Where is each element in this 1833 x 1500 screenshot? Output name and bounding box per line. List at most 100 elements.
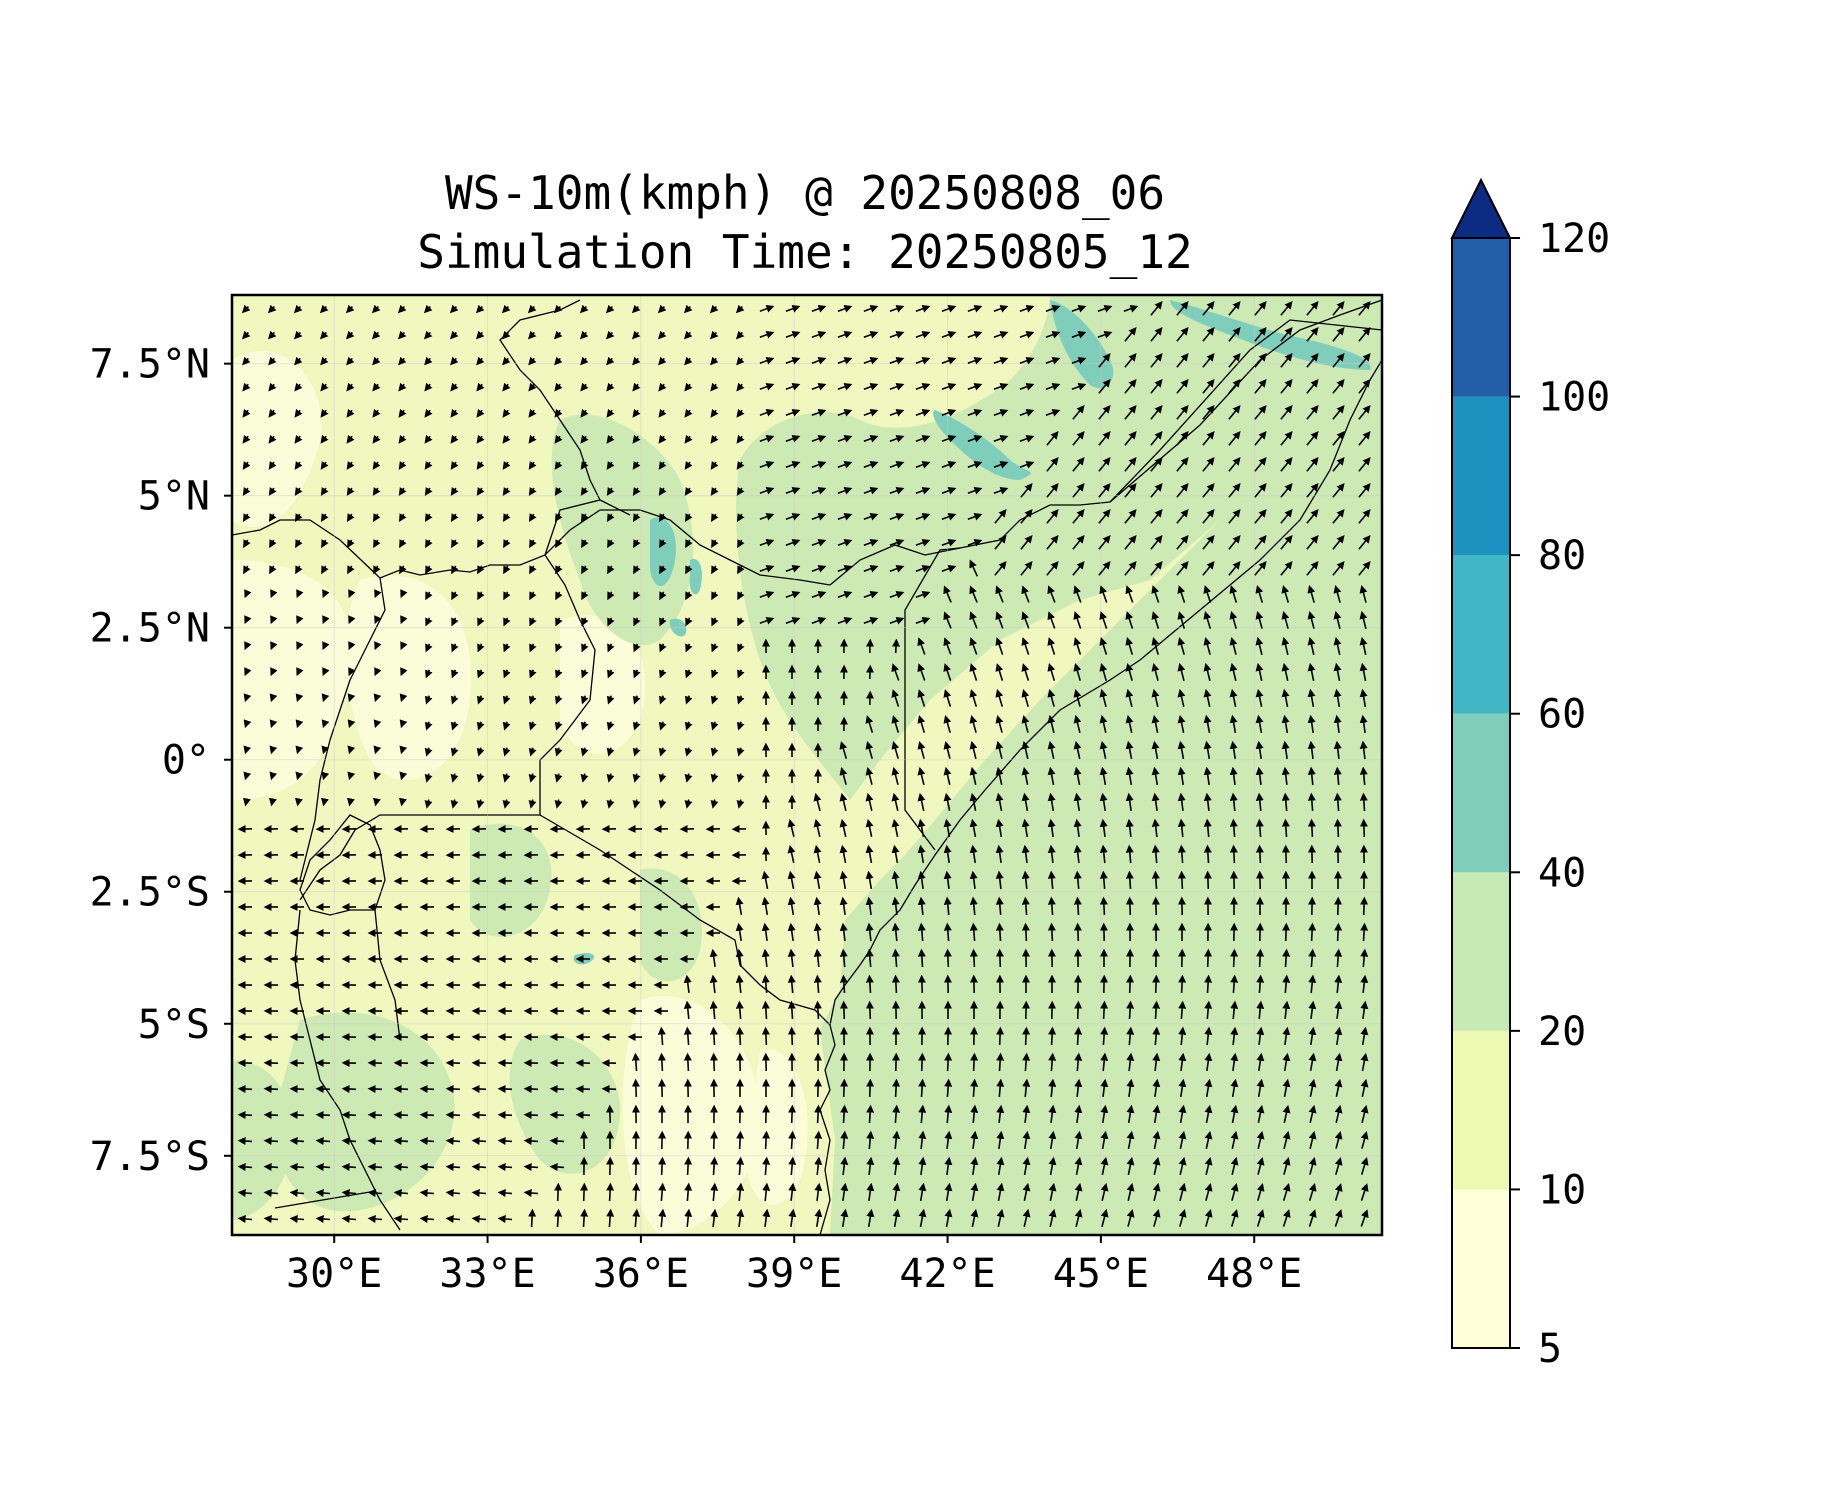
wind-arrow <box>269 719 278 729</box>
wind-arrow <box>967 330 983 339</box>
wind-arrow <box>788 1130 797 1150</box>
wind-arrow <box>367 1136 383 1145</box>
wind-arrow <box>1099 688 1108 707</box>
wind-arrow <box>941 564 957 573</box>
wind-arrow <box>865 792 874 811</box>
wind-arrow <box>424 799 433 809</box>
wind-arrow <box>710 695 719 705</box>
wind-arrow <box>1228 456 1241 472</box>
wind-arrow <box>658 487 667 496</box>
wind-arrow <box>1333 610 1342 629</box>
wind-arrow <box>398 487 407 496</box>
wind-arrow <box>1176 560 1189 576</box>
wind-arrow <box>943 663 952 681</box>
wind-arrow <box>1073 766 1082 786</box>
wind-arrow <box>503 565 511 575</box>
wind-arrow <box>1046 430 1059 446</box>
wind-arrow <box>785 382 801 391</box>
colorbar-segment <box>1452 1189 1510 1348</box>
wind-arrow <box>969 585 978 603</box>
wind-arrow <box>683 1052 692 1072</box>
wind-arrow <box>759 564 775 573</box>
wind-arrow <box>1099 896 1108 916</box>
colorbar-segment <box>1452 872 1510 1031</box>
wind-arrow <box>527 330 537 340</box>
wind-arrow <box>1177 740 1186 760</box>
wind-arrow <box>1047 792 1056 812</box>
wind-arrow <box>399 719 408 729</box>
wind-arrow <box>320 408 329 418</box>
wind-arrow <box>710 461 719 470</box>
wind-arrow <box>580 408 589 418</box>
wind-arrow <box>296 641 304 651</box>
wind-arrow <box>889 590 905 599</box>
wind-arrow <box>710 1130 719 1150</box>
wind-arrow <box>891 663 900 681</box>
wind-arrow <box>944 1052 953 1072</box>
wind-arrow <box>1307 766 1316 786</box>
wind-arrow <box>450 382 459 392</box>
wind-arrow <box>1046 508 1059 524</box>
wind-arrow <box>1151 766 1160 786</box>
wind-arrow <box>1254 456 1267 472</box>
wind-arrow <box>607 643 615 653</box>
wind-arrow <box>295 745 304 755</box>
wind-arrow <box>315 1162 331 1171</box>
wind-arrow <box>1280 326 1293 342</box>
x-axis-ticks: 30°E 33°E 36°E 39°E 42°E 45°E 48°E <box>286 1235 1302 1297</box>
wind-arrow <box>1073 611 1082 629</box>
wind-arrow <box>1332 560 1345 576</box>
wind-arrow <box>892 1078 901 1098</box>
wind-arrow <box>295 539 303 549</box>
wind-arrow <box>915 356 931 365</box>
wind-arrow <box>1307 714 1316 734</box>
wind-arrow <box>631 1078 640 1098</box>
wind-arrow <box>320 382 329 392</box>
wind-arrow <box>346 408 355 418</box>
wind-arrow <box>995 611 1004 629</box>
wind-arrow <box>1358 430 1371 446</box>
wind-arrow <box>1150 300 1163 316</box>
wind-arrow <box>839 792 848 811</box>
wind-arrow <box>943 818 952 838</box>
wind-arrow <box>1229 636 1238 655</box>
wind-arrow <box>1072 482 1085 498</box>
wind-arrow <box>419 1188 435 1197</box>
wind-arrow <box>969 663 978 681</box>
wind-arrow <box>1203 662 1212 681</box>
wind-arrow <box>839 974 848 994</box>
wind-arrow <box>632 721 641 731</box>
wind-arrow <box>863 590 879 599</box>
wind-arrow <box>1204 974 1213 994</box>
wind-arrow <box>1177 714 1186 733</box>
wind-arrow <box>1151 688 1160 707</box>
wind-arrow <box>863 330 879 339</box>
wind-arrow <box>445 1162 461 1171</box>
wind-arrow <box>994 560 1007 576</box>
wind-arrow <box>476 773 485 783</box>
wind-arrow <box>243 693 252 703</box>
wind-arrow <box>1071 330 1087 339</box>
wind-arrow <box>475 304 485 314</box>
wind-arrow <box>605 330 615 340</box>
wind-arrow <box>891 792 900 811</box>
wind-arrow <box>502 513 511 523</box>
wind-arrow <box>917 689 926 707</box>
wind-arrow <box>941 434 957 443</box>
wind-arrow <box>419 1136 435 1145</box>
wind-arrow <box>554 1182 563 1202</box>
wind-arrow <box>1047 585 1056 603</box>
wind-arrow <box>451 669 459 679</box>
wind-arrow <box>296 589 304 599</box>
wind-arrow <box>321 771 330 781</box>
wind-arrow <box>425 539 433 549</box>
wind-arrow <box>684 747 693 757</box>
wind-arrow <box>581 591 589 601</box>
wind-arrow <box>529 565 537 575</box>
wind-arrow <box>398 513 407 523</box>
wind-arrow <box>528 356 537 366</box>
wind-arrow <box>813 818 822 837</box>
wind-arrow <box>684 487 693 496</box>
wind-arrow <box>633 669 641 679</box>
wind-arrow <box>1307 740 1316 760</box>
